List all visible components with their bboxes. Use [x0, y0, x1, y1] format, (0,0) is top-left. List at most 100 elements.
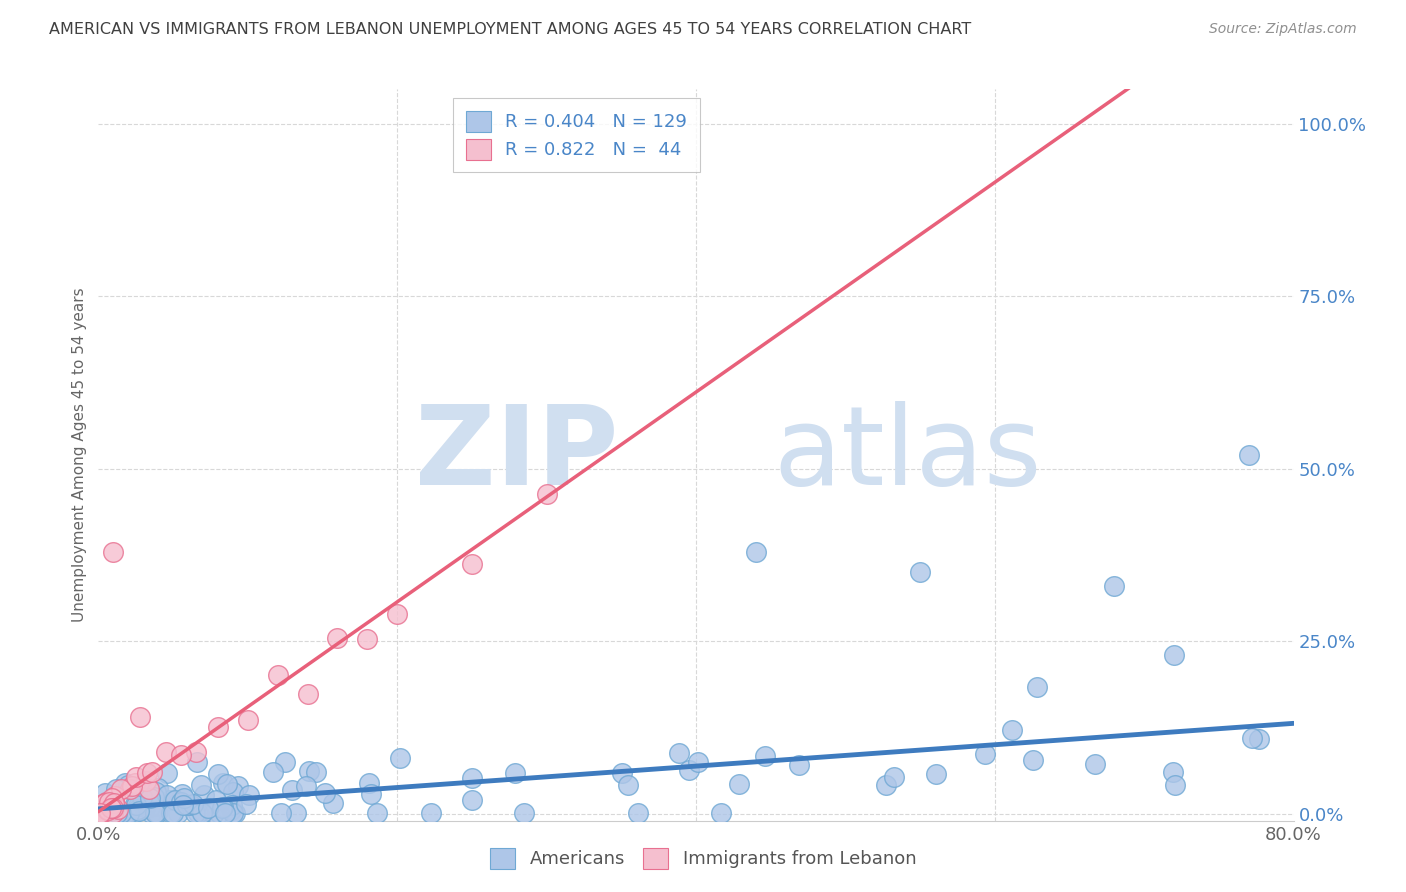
Point [89, 805, 111, 820]
Point [131, 783, 153, 797]
Point [908, 566, 931, 580]
Point [127, 799, 149, 814]
Point [461, 792, 484, 806]
Point [262, 764, 284, 779]
Point [236, 713, 259, 727]
Point [974, 747, 997, 762]
Point [285, 805, 308, 820]
Point [159, 793, 181, 807]
Point [461, 557, 484, 571]
Point [190, 778, 212, 792]
Point [745, 544, 768, 558]
Point [89, 805, 111, 820]
Point [160, 805, 183, 820]
Y-axis label: Unemployment Among Ages 45 to 54 years: Unemployment Among Ages 45 to 54 years [72, 287, 87, 623]
Point [110, 805, 132, 820]
Point [1163, 648, 1185, 662]
Point [222, 785, 245, 799]
Point [148, 799, 170, 814]
Point [117, 805, 139, 820]
Point [360, 787, 382, 801]
Point [215, 776, 238, 790]
Point [184, 805, 207, 820]
Point [100, 805, 122, 820]
Point [883, 770, 905, 784]
Point [1161, 764, 1184, 779]
Point [103, 801, 125, 815]
Point [512, 805, 534, 820]
Point [224, 805, 246, 820]
Point [754, 748, 776, 763]
Point [173, 791, 195, 805]
Point [122, 805, 145, 820]
Point [96, 805, 118, 820]
Point [101, 805, 124, 820]
Point [197, 800, 219, 814]
Point [389, 751, 412, 765]
Point [101, 800, 124, 814]
Point [125, 798, 148, 813]
Point [180, 797, 202, 812]
Point [710, 805, 733, 820]
Text: AMERICAN VS IMMIGRANTS FROM LEBANON UNEMPLOYMENT AMONG AGES 45 TO 54 YEARS CORRE: AMERICAN VS IMMIGRANTS FROM LEBANON UNEM… [49, 22, 972, 37]
Point [166, 795, 188, 809]
Point [103, 805, 125, 820]
Point [187, 805, 209, 820]
Point [176, 797, 198, 812]
Point [101, 791, 124, 805]
Point [128, 804, 150, 818]
Point [162, 805, 184, 820]
Point [108, 805, 131, 820]
Point [104, 781, 127, 796]
Point [228, 779, 250, 793]
Point [211, 801, 233, 815]
Point [190, 805, 212, 820]
Point [91, 805, 114, 820]
Point [103, 797, 125, 811]
Point [156, 788, 179, 802]
Text: Source: ZipAtlas.com: Source: ZipAtlas.com [1209, 22, 1357, 37]
Point [359, 776, 381, 790]
Point [103, 544, 125, 558]
Point [727, 777, 749, 791]
Point [1084, 757, 1107, 772]
Point [89, 805, 111, 820]
Point [146, 805, 169, 820]
Point [1021, 753, 1043, 767]
Point [134, 800, 156, 814]
Point [274, 756, 297, 770]
Point [135, 765, 157, 780]
Point [205, 792, 228, 806]
Point [207, 720, 229, 734]
Point [128, 803, 150, 817]
Point [138, 781, 160, 796]
Point [222, 805, 245, 820]
Point [366, 805, 388, 820]
Point [120, 782, 142, 797]
Point [305, 764, 328, 779]
Point [326, 631, 349, 645]
Point [186, 755, 208, 769]
Point [139, 800, 162, 814]
Point [295, 779, 318, 793]
Point [114, 776, 136, 790]
Point [270, 805, 292, 820]
Point [172, 787, 194, 801]
Point [141, 805, 163, 820]
Point [143, 805, 166, 820]
Point [127, 802, 149, 816]
Point [145, 785, 167, 799]
Point [97, 802, 120, 816]
Point [96, 795, 118, 809]
Point [610, 766, 633, 780]
Point [129, 710, 152, 724]
Point [124, 797, 146, 811]
Point [321, 796, 343, 810]
Text: atlas: atlas [773, 401, 1042, 508]
Point [208, 805, 231, 820]
Point [385, 607, 409, 621]
Point [97, 805, 120, 820]
Point [1104, 579, 1126, 593]
Point [141, 765, 163, 780]
Point [94, 796, 117, 810]
